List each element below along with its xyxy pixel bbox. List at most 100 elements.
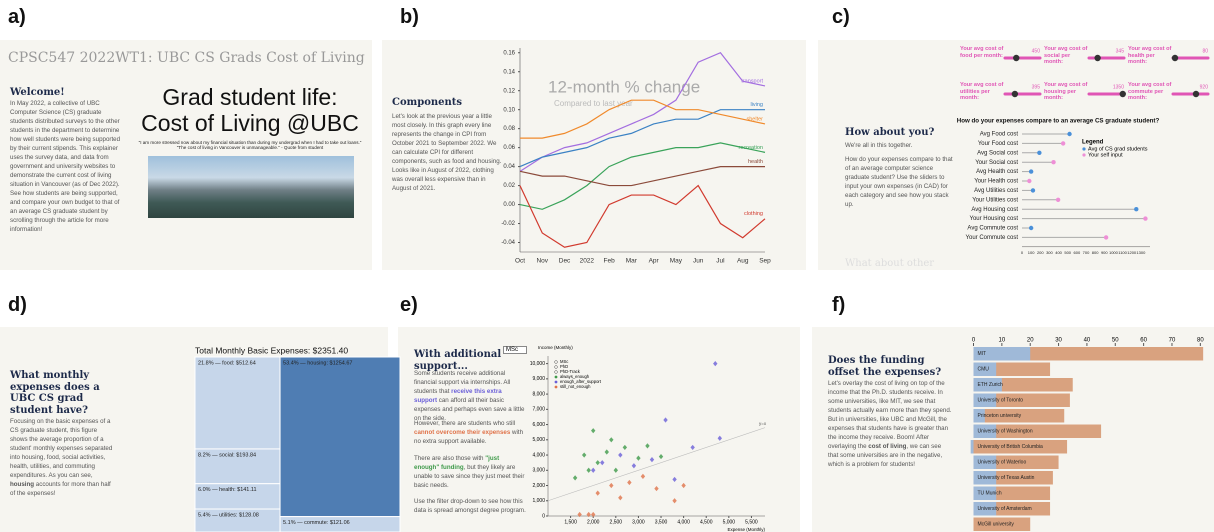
y-tick-label: Your Utilities cost <box>972 197 1018 203</box>
x-tick-label: 700 <box>1083 250 1090 255</box>
y-tick-label: Avg Health cost <box>976 169 1018 175</box>
annotation: y=x <box>759 421 767 426</box>
x-tick-label: Sep <box>759 258 771 265</box>
category-label: University of British Columbia <box>978 444 1044 450</box>
legend-label: still_not_enough <box>560 384 591 389</box>
dot <box>1030 188 1036 193</box>
y-tick-label: Your Social cost <box>975 160 1018 166</box>
slider-knob[interactable] <box>1094 54 1101 62</box>
panel-a <box>0 40 372 270</box>
legend-label: enough_after_support <box>560 379 602 384</box>
point <box>713 361 718 367</box>
dot <box>1060 141 1066 146</box>
dot <box>1055 197 1061 202</box>
series-line <box>520 99 766 139</box>
x-tick-label: 10 <box>999 338 1006 344</box>
heading: Does the funding offset the expenses? <box>828 355 942 378</box>
quote-line: "The cost of living in Vancouver is unma… <box>176 145 324 150</box>
x-tick-label: 2,500 <box>610 519 623 525</box>
body-text: Some students receive additional financi… <box>414 370 526 424</box>
y-tick-label: -0.04 <box>501 240 515 246</box>
x-tick-label: 5,000 <box>723 519 736 525</box>
text-run: "just enough" funding <box>414 455 500 471</box>
category-label: CMU <box>978 367 990 373</box>
body-text: There are also those with "just enough" … <box>414 455 526 491</box>
dot <box>1051 160 1056 165</box>
slider-knob[interactable] <box>1192 90 1200 98</box>
x-tick-label: 400 <box>1055 250 1062 255</box>
slider-value: 80 <box>1202 48 1208 54</box>
bar <box>973 517 1031 531</box>
chart-title: 12-month % change <box>548 77 700 96</box>
x-tick-label: 40 <box>1084 338 1091 344</box>
body-text: However, there are students who still ca… <box>414 420 526 447</box>
slider-knob[interactable] <box>1171 54 1179 62</box>
legend-swatch <box>1082 147 1086 151</box>
y-tick-label: 9,000 <box>532 376 545 382</box>
point <box>663 417 668 423</box>
point <box>600 460 605 466</box>
legend-swatch <box>554 385 558 389</box>
bar <box>973 424 1102 438</box>
dropdown[interactable]: MSc <box>503 346 527 354</box>
y-tick-label: 4,000 <box>532 452 545 458</box>
dot <box>1027 178 1032 184</box>
category-label: McGill university <box>978 522 1015 528</box>
panel-label: a) <box>8 6 26 28</box>
legend-label: MSc <box>560 359 568 364</box>
legend-label: always_enough <box>560 374 590 379</box>
slider-label: Your avg cost of commute per month: <box>1128 82 1172 102</box>
body-text: How do your expenses compare to that of … <box>845 156 953 208</box>
x-tick-label: 1000 <box>1109 250 1119 255</box>
panel-label: e) <box>400 294 418 316</box>
reference-line <box>547 427 766 502</box>
legend-label: Your self input <box>1088 152 1123 158</box>
y-tick-label: Your Housing cost <box>970 216 1019 222</box>
y-tick-label: 3,000 <box>532 468 545 474</box>
slider-knob[interactable] <box>1119 90 1126 98</box>
panel-label: c) <box>832 6 850 28</box>
slider-label: Your avg cost of social per month: <box>1044 46 1088 66</box>
legend-swatch <box>554 380 558 384</box>
category-label: University of Amsterdam <box>978 506 1032 512</box>
y-tick-label: -0.02 <box>501 221 515 227</box>
point <box>672 498 677 504</box>
point <box>645 443 650 449</box>
heading: Welcome! <box>10 87 65 98</box>
panel-e <box>398 327 800 532</box>
x-tick-label: 50 <box>1112 338 1119 344</box>
x-tick-label: 1200 <box>1127 250 1137 255</box>
point <box>672 476 677 483</box>
legend-title: Legend <box>1082 140 1104 146</box>
category-label: Princeton university <box>978 413 1022 419</box>
x-tick-label: 4,500 <box>700 519 713 525</box>
category-label: MIT <box>978 351 987 357</box>
panel-label: b) <box>400 6 419 28</box>
series-line <box>519 184 766 248</box>
y-tick-label: 0.12 <box>503 88 515 94</box>
dot <box>1103 235 1109 240</box>
bar <box>973 409 1065 423</box>
text-run: Some students receive additional financi… <box>414 370 511 395</box>
slider-knob[interactable] <box>1013 54 1020 62</box>
bar <box>973 502 997 516</box>
dot <box>1067 131 1072 137</box>
site-title: CPSC547 2022WT1: UBC CS Grads Cost of Li… <box>8 50 365 66</box>
hero-line: Grad student life: <box>162 84 338 110</box>
category-label: TU Munich <box>978 491 1002 497</box>
y-tick-label: 0.10 <box>503 107 515 113</box>
x-tick-label: 0 <box>1021 250 1024 255</box>
x-tick-label: 300 <box>1046 250 1053 255</box>
category-label: University of Texas Austin <box>978 475 1035 481</box>
text-run: , but they likely are unable to save sin… <box>414 463 525 489</box>
x-tick-label: 5,500 <box>745 519 758 525</box>
bar <box>973 347 1031 361</box>
text-run: Focusing on the basic expenses of a CS g… <box>10 418 113 479</box>
slider-knob[interactable] <box>1011 90 1019 98</box>
dot <box>1143 216 1148 221</box>
x-tick-label: 20 <box>1027 338 1034 344</box>
point <box>595 460 600 466</box>
y-tick-label: 6,000 <box>532 422 545 428</box>
